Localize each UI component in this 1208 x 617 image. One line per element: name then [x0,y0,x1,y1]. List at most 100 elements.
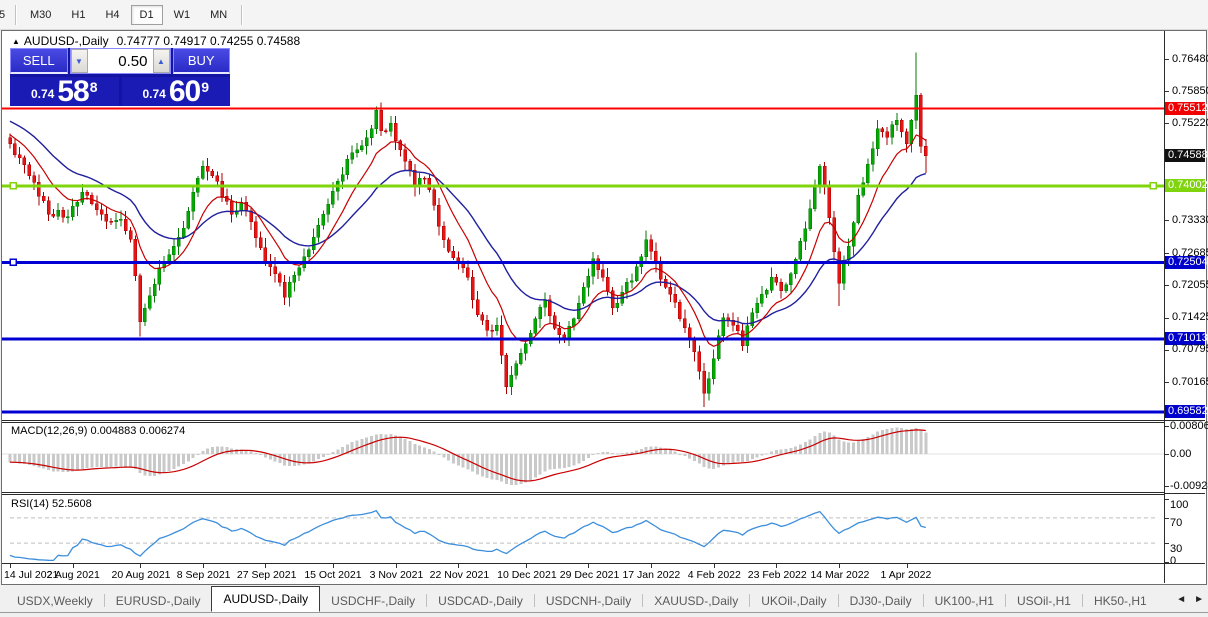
chart-tabs-bar: USDX,Weekly EURUSD-,Daily AUDUSD-,Daily USD… [0,586,1208,613]
buy-button[interactable]: BUY [172,48,230,74]
price-axis-tag-blue: 0.72504 [1165,255,1208,269]
time-axis-label: 27 Sep 2021 [236,569,297,581]
volume-stepper: ▼ ▲ [69,48,171,74]
price-axis-tag-blue: 0.71013 [1165,332,1208,346]
tab-usdcad-daily[interactable]: USDCAD-,Daily [438,594,523,608]
volume-increase-icon[interactable]: ▲ [152,49,170,73]
sell-button[interactable]: SELL [10,48,68,74]
sell-price-display[interactable]: 0.74 58 8 [10,75,119,108]
time-axis-tick [140,564,141,568]
tab-dj30-daily[interactable]: DJ30-,Daily [849,594,912,608]
time-axis-label: 14 Mar 2022 [810,569,870,581]
tabs-scroll-controls: ◄ ► [1176,586,1208,612]
sell-price-main: 58 [57,75,89,108]
axis-separator [1165,563,1205,564]
tab-usdcnh-daily[interactable]: USDCNH-,Daily [545,594,632,608]
time-axis-tick [651,564,652,568]
tab-eurusd-daily[interactable]: EURUSD-,Daily [115,594,201,608]
macd-axis-label: 0.008061 [1170,419,1208,432]
time-axis-tick [458,564,459,568]
price-axis-tag-green: 0.74002 [1165,179,1208,193]
price-axis-label: 0.72685 [1172,246,1208,259]
ohlc-values: 0.74777 0.74917 0.74255 0.74588 [116,34,301,48]
time-axis-label: 20 Aug 2021 [111,569,171,581]
tab-uk100-h1[interactable]: UK100-,H1 [934,594,994,608]
price-axis-label: 0.71425 [1172,311,1208,324]
rsi-axis-label: 30 [1170,542,1183,555]
tab-xauusd-daily[interactable]: XAUUSD-,Daily [654,594,739,608]
price-axis-tag-blue: 0.69582 [1165,405,1208,419]
time-axis-label: 29 Dec 2021 [559,569,620,581]
axis-tick [1165,426,1169,428]
toolbar-separator [15,4,16,25]
candles-layer [8,52,928,407]
axis-tick [1165,285,1169,287]
time-axis-label: 3 Nov 2021 [369,569,424,581]
axis-tick [1165,91,1169,93]
time-axis-label: 2 Aug 2021 [46,569,100,581]
axis-tick [1165,486,1169,488]
axis-tick [1165,543,1169,545]
tab-separator [642,594,644,607]
timeframe-button-5[interactable]: 5 [0,5,10,25]
rsi-axis-label: 0 [1170,554,1177,567]
rsi-layer [9,509,1157,562]
time-axis-label: 8 Sep 2021 [176,569,231,581]
moving-averages-layer [9,120,927,347]
axis-tick [1165,349,1169,351]
tab-audusd-daily[interactable]: AUDUSD-,Daily [211,586,321,612]
time-axis-tick [203,564,204,568]
rsi-axis-label: 100 [1170,498,1189,511]
time-axis-tick [588,564,589,568]
rsi-indicator-label: RSI(14) 52.5608 [9,498,94,510]
volume-input[interactable] [87,49,153,73]
timeframe-button-mn[interactable]: MN [210,8,228,21]
tab-usoil-h1[interactable]: USOil-,H1 [1016,594,1071,608]
tabs-scroll-right-icon[interactable]: ► [1194,593,1204,605]
tab-separator [426,594,428,607]
tab-ukoil-daily[interactable]: UKOil-,Daily [761,594,827,608]
macd-axis-label: 0.00 [1170,447,1192,460]
timeframe-button-m30[interactable]: M30 [30,8,52,21]
toolbar-separator [241,4,243,25]
price-axis-tag-red: 0.75512 [1165,102,1208,116]
tab-separator [749,594,751,607]
buy-price-pip: 9 [201,79,210,95]
time-axis-tick [776,564,777,568]
tab-usdx-weekly[interactable]: USDX,Weekly [17,594,93,608]
time-axis-label: 10 Dec 2021 [497,569,557,581]
buy-price-prefix: 0.74 [142,87,166,101]
price-axis-label: 0.70165 [1172,375,1208,388]
price-axis[interactable]: 0.76480 0.75850 0.75512 0.75220 0.74588 0.740… [1164,31,1208,583]
price-axis-tag-black: 0.74588 [1165,149,1208,163]
price-chart-canvas[interactable] [2,31,1164,564]
price-axis-label: 0.75220 [1172,116,1208,129]
time-axis-tick [714,564,715,568]
tabs-scroll-left-icon[interactable]: ◄ [1176,593,1187,605]
time-axis-tick [265,564,266,568]
macd-layer [2,427,1164,486]
tab-hk50-h1[interactable]: HK50-,H1 [1093,594,1147,608]
time-axis-label: 15 Oct 2021 [304,569,362,581]
price-axis-label: 0.76480 [1172,52,1208,65]
volume-decrease-icon[interactable]: ▼ [70,49,88,73]
time-axis-label: 22 Nov 2021 [429,569,490,581]
time-axis-tick [333,564,334,568]
axis-tick [1165,382,1169,384]
timeframe-button-d1[interactable]: D1 [130,4,163,25]
tab-separator [1004,594,1006,607]
axis-tick [1165,220,1169,222]
timeframe-button-w1[interactable]: W1 [173,8,191,21]
timeframe-button-h4[interactable]: H4 [105,8,120,21]
axis-tick [1165,253,1169,255]
time-axis-tick [10,564,11,568]
time-axis-label: 17 Jan 2022 [622,569,681,581]
axis-separator [1165,420,1205,421]
buy-price-display[interactable]: 0.74 60 9 [121,77,230,107]
timeframe-button-h1[interactable]: H1 [71,8,86,21]
tab-usdchf-daily[interactable]: USDCHF-,Daily [331,594,416,608]
time-axis[interactable]: 14 Jul 2021 2 Aug 2021 20 Aug 2021 8 Sep 20… [2,564,1164,582]
time-axis-label: 1 Apr 2022 [880,569,932,581]
time-axis-tick [396,564,397,568]
